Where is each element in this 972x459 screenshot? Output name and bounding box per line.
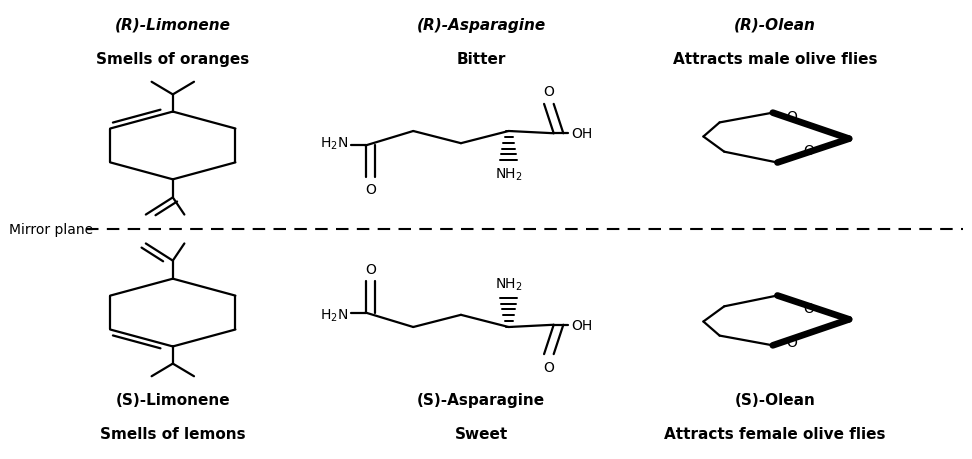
- Text: (R)-Limonene: (R)-Limonene: [115, 18, 230, 33]
- Text: Smells of lemons: Smells of lemons: [100, 426, 246, 441]
- Text: Sweet: Sweet: [455, 426, 507, 441]
- Text: O: O: [364, 262, 376, 276]
- Text: O: O: [543, 360, 554, 374]
- Text: (R)-Olean: (R)-Olean: [734, 18, 816, 33]
- Text: (S)-Asparagine: (S)-Asparagine: [417, 392, 545, 408]
- Text: NH$_2$: NH$_2$: [495, 276, 523, 292]
- Text: H$_2$N: H$_2$N: [320, 307, 348, 323]
- Text: (S)-Olean: (S)-Olean: [735, 392, 816, 408]
- Text: OH: OH: [571, 127, 592, 141]
- Text: O: O: [785, 336, 797, 349]
- Text: O: O: [803, 143, 815, 157]
- Text: Mirror plane: Mirror plane: [9, 223, 93, 236]
- Text: O: O: [364, 183, 376, 197]
- Text: H$_2$N: H$_2$N: [320, 136, 348, 152]
- Text: O: O: [803, 302, 815, 316]
- Text: Attracts female olive flies: Attracts female olive flies: [664, 426, 885, 441]
- Text: (R)-Asparagine: (R)-Asparagine: [417, 18, 546, 33]
- Text: Attracts male olive flies: Attracts male olive flies: [673, 51, 878, 67]
- Text: NH$_2$: NH$_2$: [495, 167, 523, 183]
- Text: Bitter: Bitter: [457, 51, 505, 67]
- Text: OH: OH: [571, 318, 592, 332]
- Text: O: O: [543, 85, 554, 99]
- Text: Smells of oranges: Smells of oranges: [96, 51, 250, 67]
- Text: (S)-Limonene: (S)-Limonene: [116, 392, 230, 408]
- Text: O: O: [785, 110, 797, 123]
